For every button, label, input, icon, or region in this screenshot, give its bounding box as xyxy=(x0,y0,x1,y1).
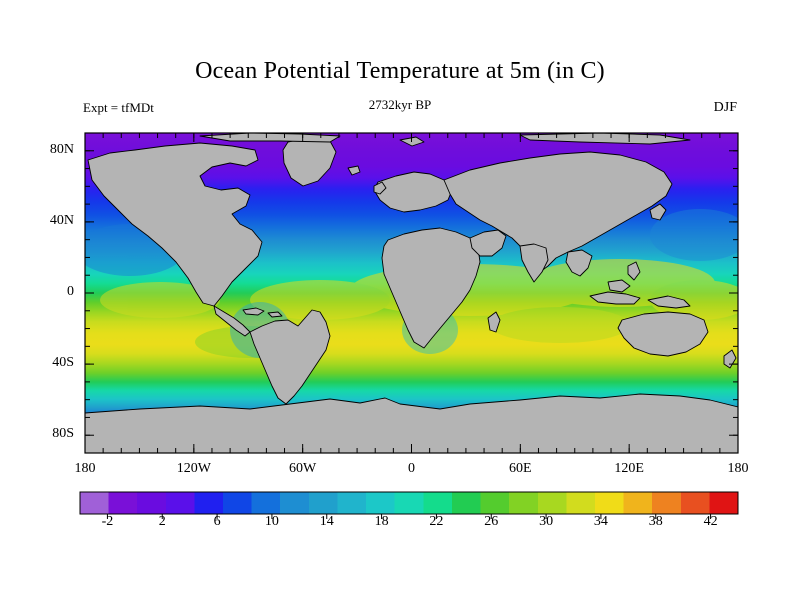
landmass-asia xyxy=(443,151,673,273)
y-tick-label: 40S xyxy=(52,355,74,371)
y-tick-label: 80N xyxy=(49,141,74,157)
landmass-north-america xyxy=(87,142,263,307)
x-tick-label: 120W xyxy=(176,461,211,476)
colorbar-tick-label: 14 xyxy=(319,514,334,529)
landmass-hispaniola xyxy=(267,311,283,318)
landmass-central-america xyxy=(213,305,251,337)
x-tick-label: 180 xyxy=(74,461,96,476)
landmass-australia xyxy=(617,311,709,357)
landmass-japan xyxy=(649,203,667,221)
continents xyxy=(85,133,738,453)
landmass-europe xyxy=(373,171,453,213)
colorbar-tick-label: 26 xyxy=(484,514,499,529)
x-tick-label: 60W xyxy=(289,461,317,476)
landmass-iceland xyxy=(347,165,361,176)
colorbar-tick-label: 38 xyxy=(648,514,663,529)
landmass-borneo xyxy=(607,279,631,293)
colorbar-tick-label: 30 xyxy=(539,514,554,529)
landmass-antarctica xyxy=(85,393,738,453)
y-tick-label: 0 xyxy=(67,284,74,299)
x-tick-label: 120E xyxy=(614,461,644,476)
y-tick-label: 40N xyxy=(49,212,74,228)
colorbar-tick-label: 6 xyxy=(213,514,221,529)
landmass-british-isles xyxy=(373,181,387,195)
x-tick-label: 0 xyxy=(408,461,415,476)
landmass-philippines xyxy=(627,261,641,281)
landmass-madagascar xyxy=(487,311,501,333)
colorbar-tick-label: 18 xyxy=(374,514,389,529)
landmass-india xyxy=(519,243,549,283)
landmass-new-zealand xyxy=(723,349,737,369)
colorbar-tick-label: 2 xyxy=(158,514,166,529)
landmass-africa xyxy=(381,227,481,349)
x-tick-label: 180 xyxy=(727,461,749,476)
axis-ticks xyxy=(84,132,739,454)
landmass-new-guinea xyxy=(647,295,691,309)
landmass-arabia xyxy=(469,229,507,257)
time-period-label: 2732kyr BP xyxy=(368,97,432,112)
colorbar xyxy=(79,491,739,519)
colorbar-tick-label: 22 xyxy=(429,514,444,529)
colorbar-tick-label: 34 xyxy=(593,514,608,529)
y-tick-label: 80S xyxy=(52,426,74,442)
landmass-caribbean xyxy=(242,307,265,316)
landmass-southeast-asia xyxy=(565,249,593,277)
page-title: Ocean Potential Temperature at 5m (in C) xyxy=(195,58,605,84)
colorbar-tick-label: 10 xyxy=(264,514,279,529)
landmass-south-america xyxy=(249,309,331,405)
landmass-indonesia xyxy=(589,291,641,305)
x-tick-label: 60E xyxy=(509,461,532,476)
experiment-label: Expt = tfMDt xyxy=(83,100,154,115)
colorbar-tick-label: -2 xyxy=(101,514,114,529)
colorbar-tick-label: 42 xyxy=(703,514,718,529)
season-label: DJF xyxy=(713,100,737,115)
